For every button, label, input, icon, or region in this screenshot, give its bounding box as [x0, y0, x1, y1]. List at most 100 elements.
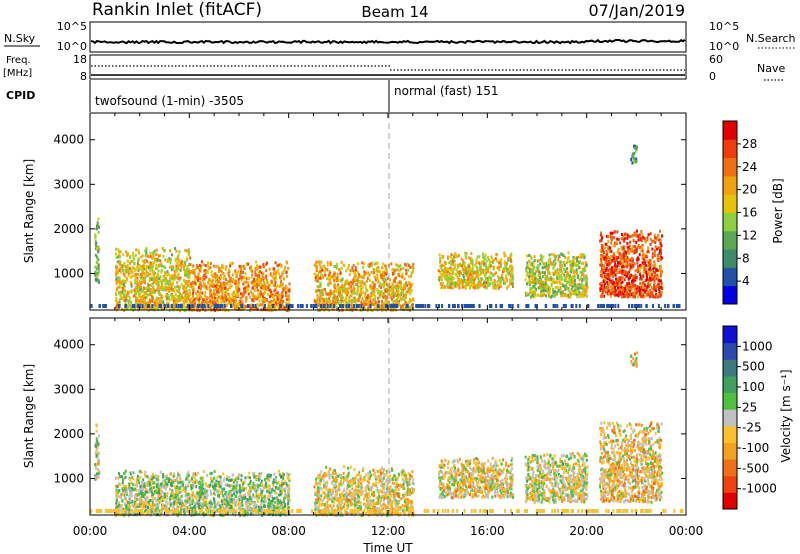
power-echo-cell	[346, 293, 349, 297]
power-echo-cell	[550, 252, 553, 256]
power-echo-cell	[528, 275, 531, 278]
power-echo-cell	[631, 233, 634, 237]
power-echo-cell	[329, 292, 332, 296]
power-echo-cell	[284, 284, 287, 288]
power-echo-cell	[256, 285, 259, 289]
power-echo-cell	[566, 273, 568, 277]
power-echo-cell	[159, 275, 162, 279]
power-echo-cell	[335, 265, 338, 269]
power-echo-cell	[205, 275, 208, 279]
power-echo-cell	[228, 270, 231, 274]
power-echo-cell	[128, 266, 131, 270]
power-echo-cell	[134, 253, 137, 257]
power-echo-cell	[574, 274, 577, 278]
power-echo-cell	[611, 255, 614, 259]
power-echo-cell	[118, 276, 121, 280]
power-echo-cell	[356, 276, 359, 280]
power-echo-cell	[161, 247, 164, 251]
power-echo-cell	[332, 302, 335, 306]
power-echo-cell	[189, 256, 192, 260]
power-echo-cell	[637, 295, 639, 299]
power-echo-cell	[140, 297, 143, 301]
power-echo-cell	[360, 293, 363, 297]
power-echo-cell	[206, 296, 209, 300]
power-echo-cell	[554, 285, 557, 289]
power-echo-cell	[144, 287, 147, 291]
power-echo-cell	[532, 262, 535, 265]
power-echo-cell	[146, 286, 148, 290]
power-baseline-cell	[312, 304, 315, 308]
power-echo-cell	[644, 287, 647, 291]
power-echo-cell	[164, 286, 167, 290]
power-echo-cell	[256, 283, 259, 287]
power-echo-cell	[440, 272, 443, 276]
power-echo-cell	[632, 282, 635, 286]
power-echo-cell	[168, 297, 171, 301]
power-echo-cell	[155, 253, 158, 256]
power-echo-cell	[397, 268, 399, 272]
power-echo-cell	[482, 252, 484, 256]
power-echo-cell	[510, 252, 513, 256]
power-echo-cell	[234, 269, 237, 273]
power-echo-cell	[458, 270, 461, 274]
power-echo-cell	[649, 242, 652, 246]
power-echo-cell	[242, 294, 245, 298]
power-echo-cell	[644, 290, 647, 294]
power-colorbar-swatch	[723, 194, 737, 213]
power-echo-cell	[192, 294, 194, 298]
power-echo-cell	[530, 276, 533, 280]
power-echo-cell	[208, 285, 211, 289]
power-echo-cell	[97, 266, 100, 270]
power-echo-cell	[458, 279, 461, 283]
power-echo-cell	[140, 285, 143, 289]
power-echo-cell	[271, 301, 274, 304]
power-echo-cell	[130, 260, 133, 264]
power-ytick-label: 3000	[53, 177, 84, 191]
power-echo-cell	[351, 306, 354, 310]
power-echo-cell	[467, 281, 470, 285]
power-echo-cell	[148, 279, 151, 283]
power-echo-cell	[500, 284, 503, 288]
power-echo-cell	[646, 238, 649, 242]
power-echo-cell	[264, 287, 267, 291]
power-echo-cell	[390, 296, 393, 299]
power-echo-cell	[479, 280, 482, 284]
power-echo-cell	[619, 241, 622, 245]
power-echo-cell	[601, 257, 604, 261]
power-echo-cell	[173, 278, 176, 282]
power-baseline-cell	[438, 304, 440, 308]
power-echo-cell	[600, 261, 603, 265]
power-echo-cell	[283, 277, 285, 281]
power-echo-cell	[644, 261, 647, 265]
power-echo-cell	[240, 271, 242, 275]
power-echo-cell	[468, 270, 471, 274]
power-echo-cell	[619, 260, 622, 264]
power-echo-cell	[190, 285, 193, 289]
power-echo-cell	[612, 252, 615, 256]
power-echo-cell	[633, 159, 636, 163]
power-echo-cell	[182, 287, 185, 291]
power-echo-cell	[633, 287, 636, 290]
power-echo-cell	[178, 285, 181, 289]
power-echo-cell	[132, 274, 135, 278]
power-echo-cell	[574, 270, 577, 274]
power-baseline-cell	[525, 304, 528, 308]
power-echo-cell	[438, 275, 441, 279]
power-colorbar-swatch	[723, 121, 737, 140]
power-echo-cell	[221, 307, 224, 311]
power-echo-cell	[493, 258, 495, 262]
power-baseline-cell	[345, 304, 348, 308]
power-echo-cell	[341, 296, 344, 300]
power-echo-cell	[251, 298, 254, 302]
power-echo-cell	[115, 252, 118, 256]
power-echo-cell	[581, 284, 584, 288]
power-echo-cell	[383, 274, 386, 278]
power-echo-cell	[365, 289, 368, 293]
power-echo-cell	[635, 229, 638, 233]
power-echo-cell	[168, 279, 171, 283]
power-echo-cell	[185, 281, 188, 285]
power-echo-cell	[140, 255, 143, 259]
power-baseline-cell	[322, 304, 325, 308]
power-echo-cell	[326, 277, 329, 281]
power-echo-cell	[326, 261, 329, 265]
